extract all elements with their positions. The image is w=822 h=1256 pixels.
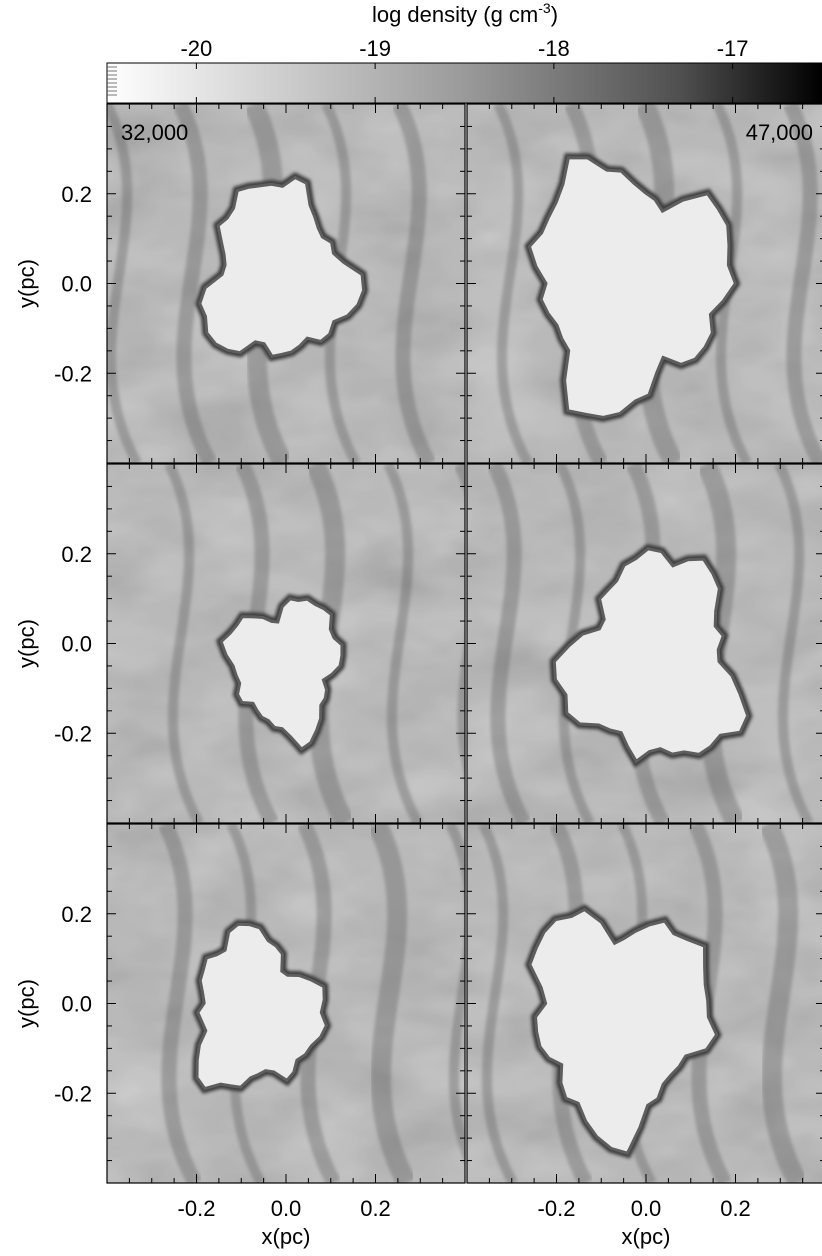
colorbar-label-main: log density (g cm <box>372 2 538 27</box>
panel-content <box>107 824 465 1183</box>
panel-ticks <box>107 464 465 823</box>
panel <box>106 823 466 1184</box>
colorbar-label: log density (g cm-3) <box>372 0 558 27</box>
panel-content <box>107 104 465 463</box>
colorbar-label-close: ) <box>551 2 558 27</box>
ionized-bubble <box>198 175 366 358</box>
filament <box>107 104 142 463</box>
filament <box>759 824 807 1183</box>
filament <box>383 464 423 823</box>
panel <box>106 463 466 824</box>
panel-ticks <box>107 104 465 463</box>
filament <box>493 104 533 463</box>
y-tick-label: -0.2 <box>54 361 92 386</box>
y-tick-label: -0.2 <box>54 721 92 746</box>
panel-ticks <box>467 824 822 1183</box>
panel-content <box>467 104 822 463</box>
colorbar-label-sup: -3 <box>538 0 551 16</box>
panel-content <box>107 464 465 823</box>
panel-content <box>467 824 822 1183</box>
time-annotation: 47,000 <box>746 120 813 145</box>
x-axis-label: x(pc) <box>622 1224 671 1249</box>
colorbar-tick-label: -17 <box>717 36 749 61</box>
x-tick-label: -0.2 <box>538 1196 576 1221</box>
x-tick-label: 0.0 <box>631 1196 662 1221</box>
y-axis-label: y(pc) <box>14 259 39 308</box>
panel-ticks <box>467 104 822 463</box>
x-tick-label: 0.2 <box>360 1196 391 1221</box>
x-tick-label: 0.0 <box>271 1196 302 1221</box>
ionized-bubble <box>552 547 750 764</box>
y-tick-label: -0.2 <box>54 1081 92 1106</box>
y-tick-label: 0.0 <box>61 632 92 657</box>
filament <box>445 824 465 1163</box>
colorbar-tick-label: -18 <box>538 36 570 61</box>
filament <box>173 104 217 463</box>
ionized-bubble <box>195 922 329 1091</box>
colorbar-gradient <box>106 62 822 104</box>
filament <box>392 104 436 463</box>
y-axis-label: y(pc) <box>14 619 39 668</box>
filament <box>783 104 822 463</box>
colorbar-tick-labels: -20 -19 -18 -17 <box>180 36 748 61</box>
y-tick-label: 0.0 <box>61 272 92 297</box>
filament <box>774 464 814 823</box>
filament <box>368 824 416 1183</box>
colorbar-ticks <box>107 63 734 103</box>
filament <box>478 824 518 1183</box>
panel: 47,000 <box>466 103 822 464</box>
y-tick-label: 0.2 <box>61 542 92 567</box>
y-axis-label: y(pc) <box>14 979 39 1028</box>
panel <box>466 823 822 1184</box>
panel <box>466 463 822 824</box>
filament <box>487 464 531 823</box>
x-axis-label: x(pc) <box>262 1224 311 1249</box>
time-annotation: 32,000 <box>121 120 188 145</box>
panel-ticks <box>107 824 465 1183</box>
colorbar-tick-label: -20 <box>180 36 212 61</box>
panel: 32,000 <box>106 103 466 464</box>
y-tick-label: 0.2 <box>61 902 92 927</box>
panel-content <box>467 464 822 823</box>
axis-labels: -0.2 0.0 0.2 y(pc) -0.2 0.0 0.2 y(pc) -0.2 0.0 0.2… <box>14 182 751 1249</box>
panel-ticks <box>467 464 822 823</box>
y-tick-label: 0.0 <box>61 992 92 1017</box>
ionized-bubble <box>527 156 738 419</box>
x-tick-label: 0.2 <box>720 1196 751 1221</box>
ionized-bubble <box>219 597 344 752</box>
x-tick-label: -0.2 <box>178 1196 216 1221</box>
ionized-bubble <box>528 907 719 1155</box>
colorbar-tick-label: -19 <box>359 36 391 61</box>
y-tick-label: 0.2 <box>61 182 92 207</box>
filament <box>158 824 202 1183</box>
colorbar: log density (g cm-3) -20 -19 -18 -17 <box>106 0 822 104</box>
filament <box>164 464 204 823</box>
panel-grid: 32,000 47,000 <box>106 103 822 1184</box>
